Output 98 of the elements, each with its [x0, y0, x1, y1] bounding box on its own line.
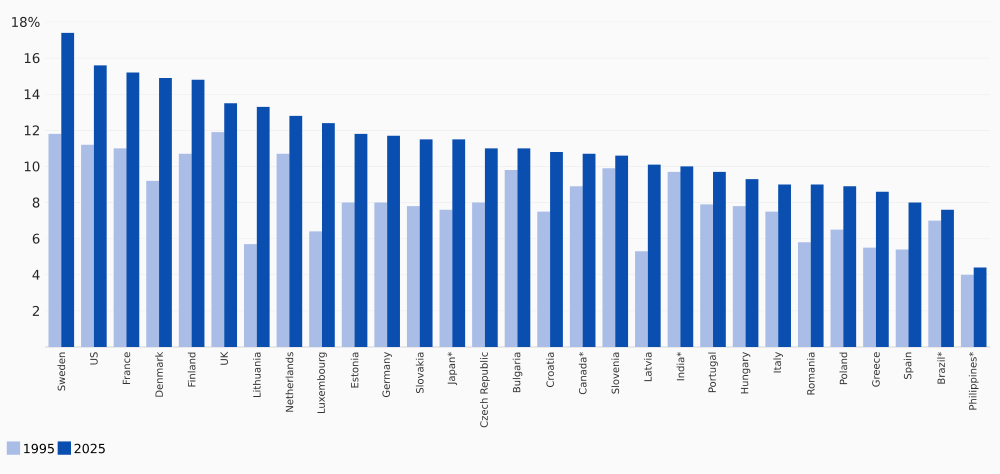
- x-tick-label: Greece: [872, 352, 880, 387]
- bar: [960, 274, 974, 347]
- bar: [244, 244, 257, 347]
- bar: [700, 204, 714, 347]
- bar: [94, 65, 107, 347]
- bar: [941, 210, 954, 347]
- bar: [843, 186, 856, 347]
- x-tick-label: Estonia: [350, 352, 358, 388]
- bar: [504, 170, 518, 347]
- bar: [668, 172, 680, 347]
- x-tick-label: US: [90, 352, 98, 364]
- x-tick-label: Japan*: [448, 352, 458, 386]
- bar: [582, 154, 596, 347]
- bar: [81, 144, 94, 347]
- bar: [322, 123, 335, 347]
- x-tick-label: Denmark: [155, 352, 163, 397]
- bar: [309, 231, 322, 347]
- bar: [48, 134, 62, 347]
- legend-label: 1995: [24, 444, 54, 454]
- bar: [765, 212, 778, 347]
- bar: [342, 202, 355, 347]
- bar: [114, 148, 126, 347]
- bar: [732, 206, 746, 347]
- x-tick-label: Italy: [773, 352, 784, 372]
- bar: [810, 184, 824, 347]
- x-tick-label: Finland: [188, 352, 196, 386]
- x-tick-label: Sweden: [57, 352, 66, 391]
- bar: [484, 148, 498, 347]
- x-tick-label: Latvia: [644, 352, 652, 382]
- y-tick-label: 10: [24, 161, 40, 172]
- bar: [974, 268, 986, 347]
- bar: [635, 251, 648, 347]
- bar: [276, 154, 290, 347]
- x-tick-label: Luxembourg: [317, 352, 327, 414]
- bar: [159, 78, 172, 347]
- bar: [615, 156, 628, 347]
- bar: [192, 80, 204, 347]
- bar: [518, 148, 530, 347]
- x-tick-label: Croatia: [546, 352, 554, 388]
- bar: [224, 103, 238, 347]
- legend-label: 2025: [74, 444, 105, 454]
- y-tick-label: 14: [24, 89, 40, 100]
- bar: [537, 212, 550, 347]
- bar: [798, 242, 811, 347]
- bar: [211, 132, 224, 347]
- bar: [256, 106, 270, 347]
- bar: [289, 116, 302, 347]
- y-tick-label: 6: [32, 234, 40, 244]
- bar: [713, 172, 726, 347]
- bar: [387, 136, 400, 347]
- x-tick-label: Slovenia: [611, 352, 620, 394]
- bar: [374, 202, 388, 347]
- x-tick-label: Netherlands: [286, 352, 294, 412]
- bar: [354, 134, 368, 347]
- x-tick-label: Lithuania: [252, 352, 261, 398]
- y-tick-label: 16: [24, 53, 40, 64]
- x-tick-label: Germany: [382, 352, 392, 398]
- bar: [908, 202, 922, 347]
- bar: [406, 206, 420, 347]
- bar: [778, 184, 791, 347]
- bar: [440, 210, 452, 347]
- x-tick-label: India*: [676, 352, 684, 380]
- x-tick-label: Hungary: [740, 352, 750, 394]
- x-tick-label: Canada*: [578, 352, 587, 394]
- x-tick-label: Brazil*: [937, 352, 945, 384]
- bar: [178, 154, 192, 347]
- x-tick-label: Poland: [839, 352, 848, 384]
- x-tick-label: Bulgaria: [512, 352, 522, 392]
- bar: [570, 186, 583, 347]
- bar: [420, 139, 433, 347]
- y-tick-label: 2: [32, 306, 39, 316]
- y-tick-label: 8: [32, 197, 40, 208]
- x-tick-label: Czech Republic: [480, 352, 490, 428]
- bar: [680, 166, 694, 347]
- y-tick-label: 18%: [12, 16, 40, 28]
- bar: [61, 32, 74, 347]
- bar: [550, 152, 563, 347]
- x-tick-label: Philippines*: [968, 352, 979, 410]
- bar: [830, 230, 844, 347]
- x-tick-label: France: [122, 352, 130, 384]
- bar: [896, 249, 909, 347]
- bar: [648, 164, 661, 347]
- bar: [928, 220, 942, 347]
- x-tick-label: UK: [220, 352, 228, 365]
- x-tick-label: Romania: [806, 352, 815, 394]
- y-tick-label: 4: [32, 270, 40, 280]
- bar: [863, 248, 876, 347]
- bar: [602, 168, 616, 347]
- bar: [126, 72, 140, 347]
- bar: [746, 179, 758, 347]
- x-tick-label: Portugal: [708, 352, 718, 392]
- bar: [452, 139, 466, 347]
- bar: [472, 202, 485, 347]
- bar: [876, 192, 889, 347]
- x-tick-label: Slovakia: [416, 352, 424, 394]
- x-tick-label: Spain: [904, 352, 914, 379]
- bar: [146, 180, 160, 347]
- y-tick-label: 12: [24, 125, 39, 136]
